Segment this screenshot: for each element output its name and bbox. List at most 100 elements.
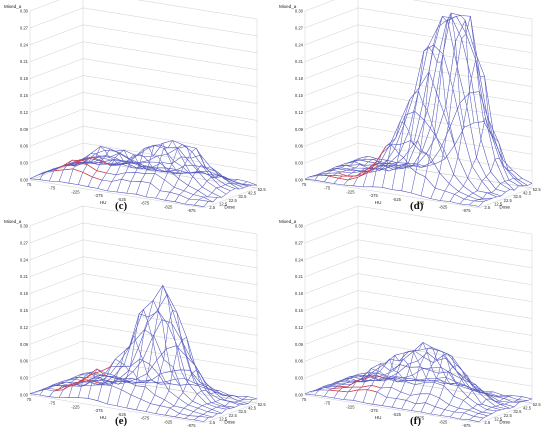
panel-label-f: (f)	[410, 415, 421, 427]
y-tick-label: 0.09	[295, 342, 304, 347]
gridline	[304, 256, 533, 285]
gridline	[304, 58, 533, 87]
surface	[304, 341, 533, 423]
surface-line-dose	[194, 396, 248, 421]
surface-line-dose	[449, 389, 504, 418]
surface-line-dose	[478, 183, 533, 207]
highlight-line	[337, 374, 387, 388]
z-tick-label: 32.5	[238, 409, 247, 414]
y-tick-label: 0.00	[20, 178, 29, 183]
x-tick-label: -525	[118, 197, 127, 202]
surface-line-dose	[184, 173, 238, 205]
panel-label-c: (c)	[115, 200, 128, 212]
surface-line-dose	[203, 184, 258, 207]
z-tick-label: 22.5	[229, 198, 238, 203]
y-tick-label: 0.09	[20, 342, 29, 347]
gridline	[29, 324, 258, 353]
surface-line-dose	[459, 157, 513, 205]
x-axis-title: HU	[100, 415, 107, 420]
surface-line-dose	[304, 374, 359, 395]
gridline	[29, 7, 258, 37]
y-tick-label: 0.21	[295, 274, 304, 279]
y-tick-label: 0.00	[295, 178, 304, 183]
x-tick-label: -525	[118, 412, 127, 417]
surface-line-hu	[56, 284, 231, 409]
gridline	[304, 340, 533, 370]
highlight-line	[53, 168, 103, 181]
surface-chart-e: Mixed_a 0.00 0.03 0.06 0.09 0.12 0.15 0.18 0.21 0…	[4, 205, 266, 428]
floor	[304, 159, 533, 209]
surface-line-hu	[327, 350, 502, 411]
z-axis-title: Dose	[499, 420, 510, 425]
gridline	[304, 75, 533, 104]
gridline	[304, 222, 533, 252]
surface-line-dose	[29, 373, 84, 394]
z-tick-label: 2.5	[484, 420, 490, 425]
surface	[29, 284, 258, 422]
surface-chart-f: Mixed_a 0.00 0.03 0.06 0.09 0.12 0.15 0.18 0.21 0…	[279, 205, 541, 428]
y-tick-label: 0.12	[295, 110, 304, 115]
floor	[29, 374, 258, 424]
x-tick-label: -75	[324, 186, 331, 191]
surface-line-dose	[126, 299, 180, 409]
gridline	[304, 239, 533, 269]
y-tick-label: 0.00	[295, 393, 304, 398]
panel-e: Mixed_a 0.00 0.03 0.06 0.09 0.12 0.15 0.18 0.21 0…	[0, 205, 275, 430]
highlight-line	[328, 389, 378, 393]
z-axis-title: Dose	[224, 420, 235, 425]
panel-label-e: (e)	[115, 415, 128, 427]
surface-chart-d: Mixed_a 0.00 0.03 0.06 0.09 0.12 0.15 0.18 0.21 0…	[279, 0, 541, 213]
surface-line-dose	[107, 334, 161, 405]
surface-line-dose	[136, 284, 190, 410]
surface-line-dose	[401, 45, 455, 191]
y-tick-label: 0.30	[20, 224, 29, 229]
surface-line-dose	[401, 347, 455, 410]
x-tick-label: -225	[346, 189, 355, 194]
surface-line-dose	[39, 157, 93, 180]
gridline	[29, 24, 258, 54]
x-axis-title: HU	[375, 200, 382, 205]
x-tick-label: -675	[416, 201, 425, 206]
highlight-line	[333, 385, 382, 389]
x-tick-label: -525	[393, 412, 402, 417]
surface-line-hu	[304, 178, 480, 207]
surface-line-dose	[430, 16, 484, 199]
surface-line-dose	[174, 164, 229, 202]
y-tick-label: 0.12	[20, 110, 29, 115]
surface-line-dose	[97, 358, 151, 401]
x-tick-label: -375	[94, 408, 103, 413]
y-tick-label: 0.21	[295, 59, 304, 64]
x-tick-label: 75	[302, 397, 307, 402]
y-tick-label: 0.24	[295, 257, 304, 262]
y-tick-label: 0.03	[20, 161, 29, 166]
z-tick-label: 42.5	[523, 406, 532, 411]
gridline	[29, 222, 258, 252]
gridline	[29, 307, 258, 336]
gridline	[29, 125, 258, 155]
x-tick-label: -975	[187, 208, 196, 213]
y-tick-label: 0.18	[20, 76, 29, 81]
z-tick-label: 32.5	[513, 409, 522, 414]
y-tick-label: 0.24	[295, 42, 304, 47]
panel-d: Mixed_a 0.00 0.03 0.06 0.09 0.12 0.15 0.18 0.21 0…	[275, 0, 550, 215]
y-tick-label: 0.27	[295, 25, 304, 30]
surface-line-dose	[440, 59, 494, 201]
panel-c: Mixed_a 0.00 0.03 0.06 0.09 0.12 0.15 0.18 0.21 0…	[0, 0, 275, 215]
x-axis-title: HU	[100, 200, 107, 205]
x-tick-label: -375	[94, 193, 103, 198]
surface-line-dose	[382, 121, 436, 188]
x-tick-label: -825	[164, 204, 173, 209]
x-tick-label: -525	[393, 197, 402, 202]
highlight-line	[62, 366, 112, 387]
y-tick-label: 0.12	[20, 325, 29, 330]
surface-line-dose	[314, 155, 368, 181]
gridline	[29, 159, 258, 189]
y-tick-label: 0.27	[20, 240, 29, 245]
surface	[304, 12, 533, 207]
surface-line-dose	[459, 395, 513, 420]
y-tick-label: 0.18	[295, 76, 304, 81]
y-tick-label: 0.09	[295, 127, 304, 132]
surface-line-dose	[469, 396, 523, 421]
x-tick-label: -975	[462, 208, 471, 213]
x-tick-label: -75	[49, 401, 56, 406]
